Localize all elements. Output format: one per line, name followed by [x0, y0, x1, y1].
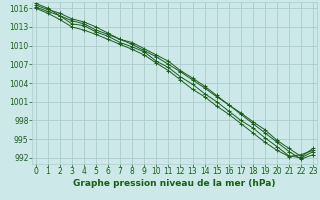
- X-axis label: Graphe pression niveau de la mer (hPa): Graphe pression niveau de la mer (hPa): [73, 179, 276, 188]
